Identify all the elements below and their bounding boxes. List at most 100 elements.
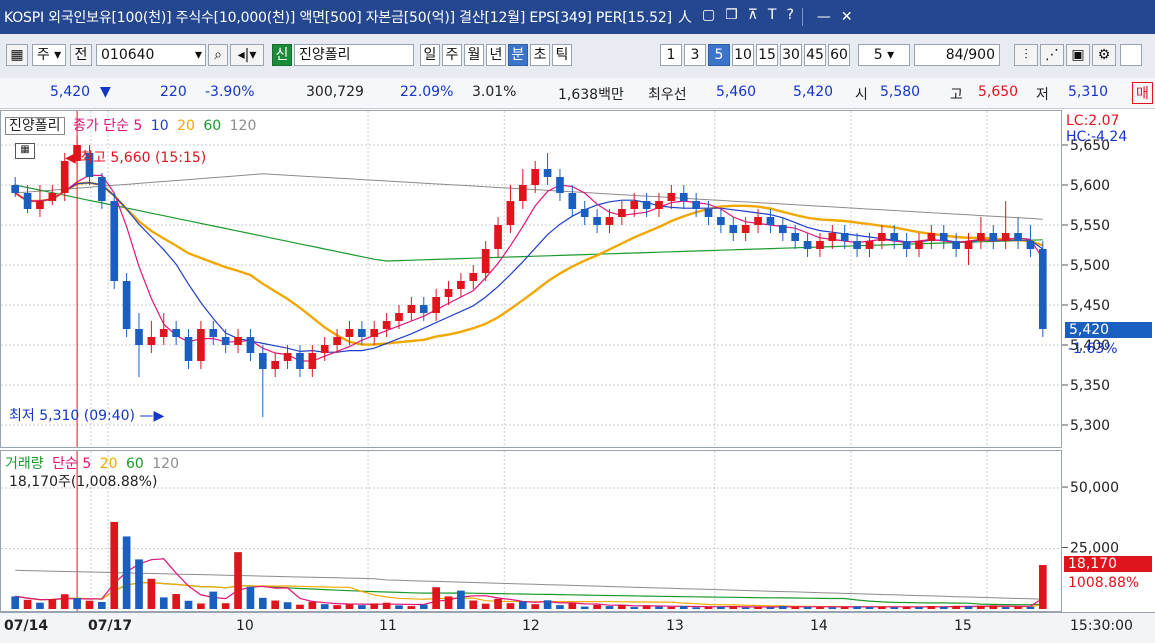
order-button[interactable]: 매 [1132,82,1153,104]
candle-body [147,337,156,345]
window-icon[interactable]: ▢ [701,7,716,23]
turnover-rate: 22.09% [400,84,454,100]
interval-button-45[interactable]: 45 [804,44,826,66]
interval-button-3[interactable]: 3 [684,44,706,66]
checkbox[interactable] [1120,44,1142,66]
candle-body [580,209,589,217]
volume-bar [1026,606,1035,609]
trade-amount: 1,638백만 [558,87,624,103]
period-button-6[interactable]: 틱 [552,44,572,66]
quote-bar: 5,420 ▼ 220 -3.90% 300,729 22.09% 3.01% … [0,78,1155,109]
volume-bar [358,605,366,609]
time-tick-label: 14 [810,618,828,634]
volume-bar [729,606,738,609]
volume-bar [494,598,502,609]
candle-body [964,241,973,249]
volume-bar [407,606,416,609]
volume-bar [382,602,391,609]
gear-icon[interactable]: ⚙ [1092,44,1116,66]
period-button-1[interactable]: 주 [442,44,462,66]
volume-bar [432,587,440,609]
volume-chart[interactable] [1,451,1061,611]
market-select[interactable]: 주 ▾ [32,44,66,66]
candle-body [902,241,911,249]
volume-bar [296,604,304,609]
volume-bar [853,606,861,609]
candle-body [927,233,936,241]
candle-type-icon[interactable]: ⫶ [1014,44,1038,66]
period-button-5[interactable]: 초 [530,44,550,66]
high-annotation: ◀ 최고 5,660 (15:15) [65,150,207,166]
search-icon[interactable]: ⌕ [208,44,228,66]
low-label: 저 [1036,87,1049,103]
interval-button-5[interactable]: 5 [708,44,730,66]
volume-bar [717,606,725,609]
ma5-line [14,174,1044,362]
candle-body [828,233,837,241]
volume-bar [605,606,614,609]
period-button-4[interactable]: 분 [508,44,528,66]
candle-body [271,361,280,369]
volume-bar [655,606,663,609]
volume-bar [457,590,465,609]
candle-body [853,241,861,249]
interval-button-1[interactable]: 1 [660,44,682,66]
volume-bar [98,601,106,609]
help-icon[interactable]: ? [786,7,794,23]
save-icon[interactable]: ▣ [1066,44,1090,66]
line-type-icon[interactable]: ⋰ [1040,44,1064,66]
volume-bar [989,605,998,609]
volume-bar [60,594,69,609]
count-total: /900 [963,47,995,63]
candle-body [729,225,738,233]
restore-icon[interactable]: ❐ [725,7,738,23]
volume-bar [246,586,255,609]
interval-select[interactable]: 5 ▾ [858,44,910,66]
prev-stock-icon[interactable]: ◂|▾ [230,44,264,66]
volume-bar [85,600,94,609]
stock-name-field[interactable]: 진양폴리 [294,44,414,66]
interval-button-30[interactable]: 30 [780,44,802,66]
volume-bar [159,597,168,609]
legend-stock-name[interactable]: 진양폴리 [5,117,65,135]
legend-vol-ma-label: 단순 [52,456,78,472]
legend-ma60: 60 [203,118,222,134]
candle-body [407,305,416,313]
volume-bar [667,606,676,609]
candle-body [593,217,601,225]
period-button-3[interactable]: 년 [486,44,506,66]
period-button-0[interactable]: 일 [420,44,440,66]
close-icon[interactable]: ✕ [840,9,853,25]
candle-body [419,305,428,313]
stock-code-input[interactable]: 010640 ▾ [96,44,206,66]
candle-body [469,273,478,281]
interval-button-15[interactable]: 15 [756,44,778,66]
candle-body [915,241,923,249]
volume-bar [618,604,626,609]
pin-icon[interactable]: ⊼ [747,7,758,23]
price-chart[interactable] [1,111,1061,447]
candle-body [308,353,317,369]
volume-bar [23,599,32,609]
candle-body [36,201,44,209]
interval-button-10[interactable]: 10 [732,44,754,66]
volume-bar [333,605,341,609]
volume-bar [370,603,379,609]
interval-button-60[interactable]: 60 [828,44,850,66]
count-input[interactable]: 84/900 [914,44,1000,66]
volume-bar [803,606,812,609]
candle-body [296,353,304,369]
candle-body [320,345,329,353]
price-tick-label: 5,650 [1070,138,1110,154]
volume-bar [469,600,478,609]
chart-menu-icon[interactable]: ▦ [6,44,28,66]
candle-body [23,193,32,209]
font-icon[interactable]: T [767,7,777,23]
candle-body [605,217,614,225]
chevron-down-icon[interactable]: ▾ [194,47,202,63]
minimize-icon[interactable]: — [816,9,831,25]
period-button-2[interactable]: 월 [464,44,484,66]
volume-bar [73,598,81,609]
table-icon[interactable]: ▦ [15,143,35,159]
person-icon[interactable]: 人 [677,10,692,26]
